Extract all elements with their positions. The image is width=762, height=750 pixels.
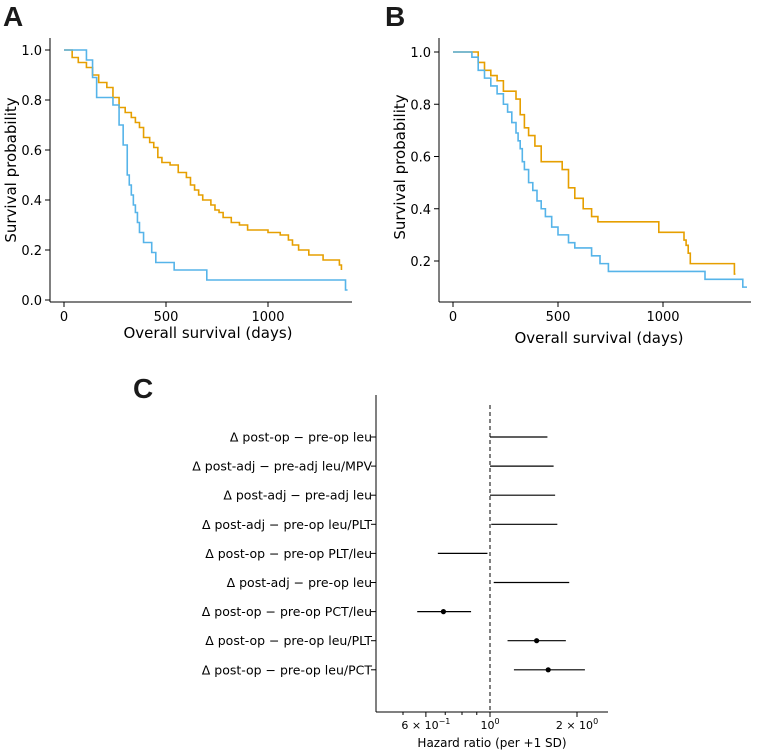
y-tick-label-b-2: 0.6 xyxy=(410,151,431,166)
x-tick-label-b-0: 0 xyxy=(449,310,457,325)
survival-curve-a-blue xyxy=(64,49,348,291)
panel-label-c: C xyxy=(133,373,153,404)
survival-curve-b-orange xyxy=(453,51,736,275)
row-label-6: Δ post-op − pre-op PCT/leu xyxy=(202,604,372,619)
x-axis-label-c: Hazard ratio (per +1 SD) xyxy=(417,736,566,750)
km-plot-a: Overall survival (days) Survival probabi… xyxy=(2,38,352,342)
y-axis-label-a: Survival probability xyxy=(2,97,20,242)
row-label-2: Δ post-adj − pre-adj leu xyxy=(223,488,372,503)
y-axis-label-b: Survival probability xyxy=(391,94,409,239)
x-tick-label-a-0: 0 xyxy=(60,310,68,325)
survival-curve-a-orange xyxy=(64,49,343,270)
y-tick-label-b-1: 0.4 xyxy=(410,203,431,218)
y-tick-label-a-1: 0.2 xyxy=(21,244,42,259)
x-axis-label-a: Overall survival (days) xyxy=(123,324,292,342)
row-label-3: Δ post-adj − pre-op leu/PLT xyxy=(202,517,372,532)
y-tick-label-a-5: 1.0 xyxy=(21,44,42,59)
x-axis-label-b: Overall survival (days) xyxy=(514,329,683,347)
x-tick-label-b-2: 1000 xyxy=(646,310,679,325)
x-tick-label-c-0: 6 × 10−1 xyxy=(401,717,450,732)
y-tick-label-a-2: 0.4 xyxy=(21,194,42,209)
survival-curve-b-blue xyxy=(453,51,747,288)
y-tick-label-a-4: 0.8 xyxy=(21,94,42,109)
panel-label-a: A xyxy=(3,1,23,32)
hr-point-8 xyxy=(545,667,551,673)
hr-point-6 xyxy=(440,609,447,615)
row-label-5: Δ post-adj − pre-op leu xyxy=(227,575,372,590)
km-plot-b: Overall survival (days) Survival probabi… xyxy=(391,38,751,347)
y-tick-label-a-0: 0.0 xyxy=(21,294,42,309)
hr-point-7 xyxy=(534,638,540,644)
x-tick-label-b-1: 500 xyxy=(546,310,571,325)
x-tick-label-a-1: 500 xyxy=(154,310,179,325)
y-tick-label-b-3: 0.8 xyxy=(410,98,431,113)
row-label-8: Δ post-op − pre-op leu/PCT xyxy=(202,662,373,677)
panel-label-b: B xyxy=(385,1,405,32)
x-tick-label-c-1: 100 xyxy=(480,717,499,732)
forest-plot-c: Hazard ratio (per +1 SD) 6 × 10−1 100 2 × … xyxy=(192,395,608,750)
y-tick-label-b-4: 1.0 xyxy=(410,46,431,61)
y-tick-label-b-0: 0.2 xyxy=(410,255,431,270)
y-tick-label-a-3: 0.6 xyxy=(21,144,42,159)
row-label-0: Δ post-op − pre-op leu xyxy=(230,430,372,445)
row-label-1: Δ post-adj − pre-adj leu/MPV xyxy=(192,459,372,474)
row-label-7: Δ post-op − pre-op leu/PLT xyxy=(205,633,372,648)
x-tick-label-a-2: 1000 xyxy=(251,310,284,325)
x-tick-label-c-2: 2 × 100 xyxy=(556,717,598,732)
row-label-4: Δ post-op − pre-op PLT/leu xyxy=(205,546,372,561)
